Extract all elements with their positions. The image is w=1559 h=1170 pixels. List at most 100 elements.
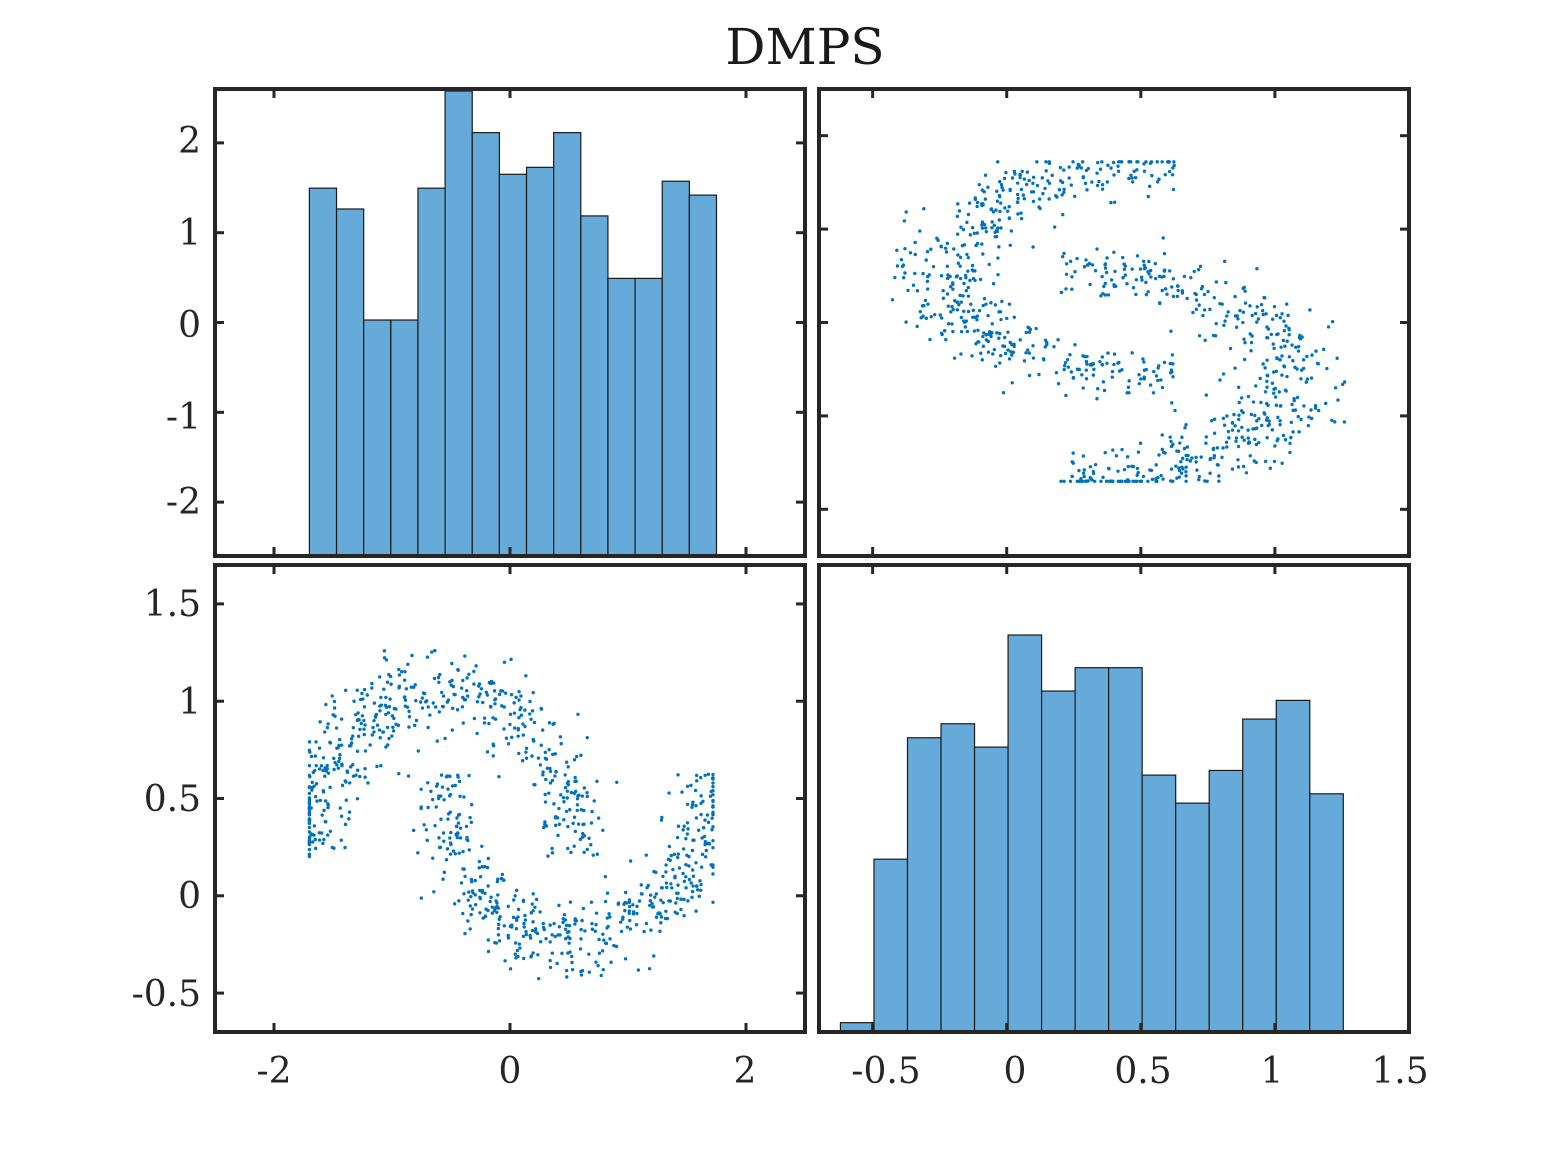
scatter-point [1085,354,1089,359]
scatter-point [970,226,975,230]
scatter-point [1099,479,1103,483]
scatter-point [1239,396,1244,400]
scatter-point [406,662,410,667]
scatter-point [624,901,629,905]
scatter-point [1174,464,1178,468]
scatter-point [514,956,518,960]
scatter-point [926,302,930,306]
scatter-point [1199,455,1203,459]
scatter-point [431,701,435,705]
scatter-point [1070,275,1074,279]
scatter-point [1222,259,1227,264]
scatter-point [491,681,496,685]
scatter-point [423,700,428,704]
scatter-point [711,793,715,797]
scatter-point [661,874,665,879]
scatter-point [996,256,1000,260]
scatter-point [580,918,584,923]
scatter-point [512,701,516,705]
scatter-point [693,788,698,793]
scatter-point [1169,444,1174,449]
scatter-point [1243,289,1247,293]
scatter-point [1028,327,1033,332]
scatter-point [1041,191,1045,196]
scatter-point [681,828,685,832]
scatter-point [665,916,670,921]
scatter-point [362,687,367,692]
scatter-point [533,783,537,787]
scatter-point [654,892,659,896]
scatter-point [326,771,331,775]
scatter-point [313,846,318,851]
scatter-point [990,226,994,230]
scatter-point [559,793,563,797]
scatter-point [706,820,711,825]
scatter-point [1095,387,1100,391]
scatter-point [1288,441,1292,446]
scatter-point [332,846,336,850]
scatter-point [1134,292,1138,297]
scatter-point [941,288,945,293]
scatter-point [1306,423,1311,428]
scatter-point [1085,188,1089,192]
scatter-point [458,826,463,830]
scatter-point [1062,190,1066,195]
scatter-point [1138,267,1143,271]
scatter-point [1180,289,1185,293]
scatter-point [1212,417,1217,421]
scatter-point [596,816,601,820]
scatter-point [953,299,957,303]
scatter-point [469,820,474,825]
scatter-point [548,958,552,963]
scatter-point [1194,307,1199,312]
scatter-point [1340,382,1345,387]
scatter-point [1159,473,1163,478]
scatter-point [320,813,324,817]
scatter-point [648,903,652,908]
histogram-bar [940,723,976,1033]
scatter-point [473,878,477,883]
scatter-point [1110,369,1115,374]
scatter-point [627,898,632,902]
scatter-point [399,669,404,674]
scatter-point [1217,479,1221,483]
scatter-point [557,903,561,908]
scatter-point [1259,302,1264,307]
scatter-point [668,858,672,862]
scatter-point [450,728,455,732]
scatter-point [1141,357,1145,361]
scatter-point [553,774,557,778]
scatter-point [524,746,529,751]
scatter-point [1047,197,1051,201]
scatter-point [1233,294,1237,299]
scatter-point [1251,427,1255,431]
scatter-point [1330,418,1334,422]
scatter-point [466,919,470,923]
scatter-point [571,821,575,826]
scatter-point [1022,197,1027,201]
scatter-point [321,841,325,846]
scatter-point [1283,344,1287,348]
scatter-point [468,927,472,931]
scatter-point [1264,312,1268,316]
scatter-point [453,692,457,697]
scatter-point [594,922,598,927]
scatter-point [1007,216,1011,220]
scatter-point [528,699,532,704]
scatter-point [1130,180,1135,184]
scatter-point [711,784,715,789]
scatter-point [1211,446,1216,451]
scatter-point [453,852,458,856]
scatter-point [447,794,452,798]
scatter-point [442,839,446,844]
scatter-point [1266,403,1270,408]
scatter-point [1220,302,1224,306]
scatter-point [524,674,528,678]
scatter-point [531,920,535,924]
scatter-point [1080,160,1085,164]
scatter-point [317,746,322,750]
scatter-point [1125,282,1129,286]
scatter-point [1291,430,1295,434]
scatter-point [502,660,507,665]
scatter-point [1168,435,1172,439]
